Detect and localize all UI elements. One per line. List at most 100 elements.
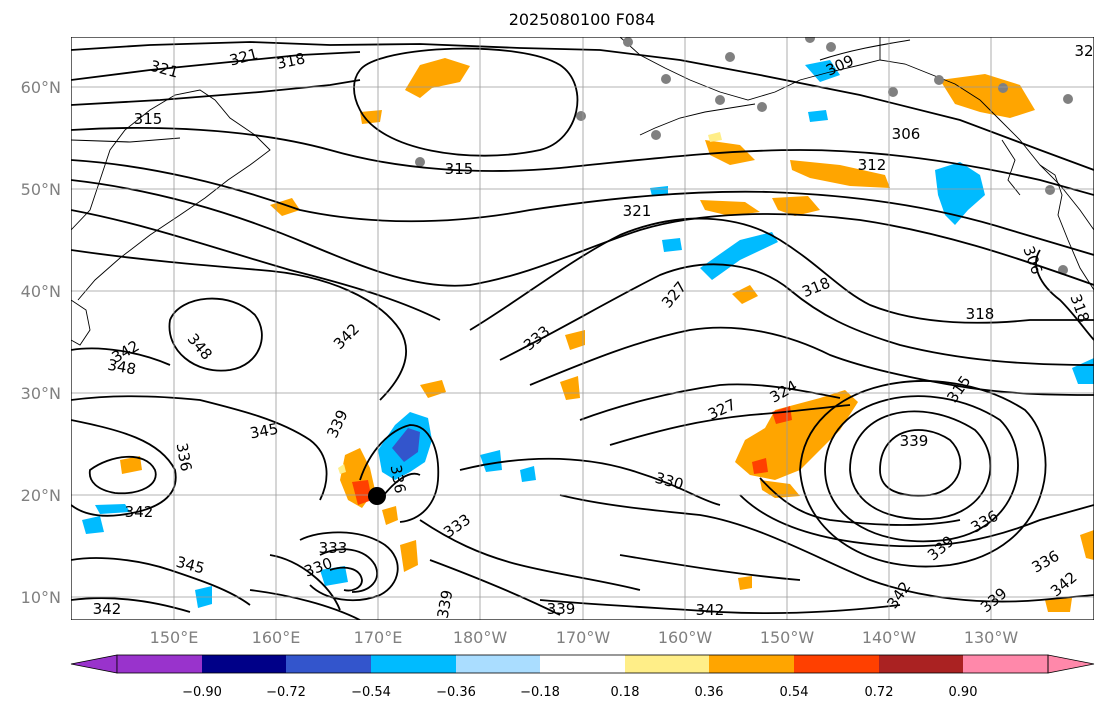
colorbar-tick-label: −0.90	[182, 685, 222, 700]
orange-region	[700, 200, 760, 216]
lon-label: 150°W	[760, 628, 815, 647]
station-markers	[415, 37, 1073, 275]
contour-lines	[71, 39, 1094, 620]
blue-region	[480, 450, 502, 472]
blue-region	[95, 504, 130, 514]
colorbar: −0.90 −0.72 −0.54 −0.36 −0.18 0.18 0.36 …	[70, 654, 1095, 700]
orange-region	[732, 285, 758, 304]
colorbar-segment	[286, 655, 371, 673]
colorbar-tick-label: −0.18	[520, 685, 560, 700]
gridlines	[71, 37, 1094, 620]
contour-label: 306	[892, 125, 921, 143]
contour-label: 339	[900, 432, 929, 450]
colorbar-segment	[794, 655, 879, 673]
lon-label: 170°W	[556, 628, 611, 647]
contour-label: 315	[445, 160, 474, 178]
orange-region	[738, 576, 752, 590]
lat-label: 20°N	[21, 486, 61, 505]
blue-region	[808, 110, 828, 122]
orange-region	[382, 506, 398, 525]
colorbar-left-extension	[70, 654, 118, 674]
contour-label: 336	[387, 463, 410, 494]
colorbar-tick-label: −0.54	[351, 685, 391, 700]
colorbar-segment	[625, 655, 709, 673]
lon-label: 160°W	[658, 628, 713, 647]
contour-label-group: 321 321 318 315 315 321 312 306 309 306 …	[93, 42, 1094, 620]
orange-region	[420, 380, 446, 398]
contour-label: 318	[275, 49, 307, 73]
map-panel: 321 321 318 315 315 321 312 306 309 306 …	[71, 37, 1094, 620]
blue-region	[935, 162, 985, 225]
blue-region	[520, 466, 536, 482]
blue-region	[700, 232, 778, 280]
contour-label: 336	[173, 441, 196, 472]
orange-region	[1045, 598, 1072, 612]
contour-label: 348	[106, 356, 137, 379]
colorbar-segment	[540, 655, 625, 673]
colorbar-segment	[879, 655, 963, 673]
orange-region	[360, 110, 382, 124]
coastlines	[71, 37, 1094, 346]
yellow-region	[338, 464, 346, 474]
contour-label: 342	[93, 600, 122, 618]
lat-label: 10°N	[21, 588, 61, 607]
contour-label: 321	[623, 202, 652, 220]
dark-blue-region	[392, 428, 420, 462]
colorbar-segment	[117, 655, 202, 673]
contour-label: 342	[125, 503, 154, 521]
colorbar-segment	[709, 655, 794, 673]
blue-region	[320, 566, 348, 586]
colorbar-segment	[963, 655, 1048, 673]
orange-region	[772, 196, 820, 216]
lon-label: 140°W	[862, 628, 917, 647]
latitude-labels: 60°N 50°N 40°N 30°N 20°N 10°N	[21, 78, 61, 607]
longitude-labels: 150°E 160°E 170°E 180°W 170°W 160°W 150°…	[150, 628, 1019, 647]
orange-region	[405, 58, 470, 98]
map-title: 2025080100 F084	[509, 10, 656, 29]
storm-center-marker	[368, 487, 386, 505]
orange-region	[270, 198, 300, 216]
contour-label: 339	[547, 600, 576, 618]
lat-label: 30°N	[21, 384, 61, 403]
contour-label: 32	[1074, 42, 1093, 60]
orange-region	[760, 480, 800, 498]
contour-label: 345	[248, 420, 279, 443]
orange-region	[1080, 530, 1094, 560]
colorbar-tick-label: 0.18	[611, 685, 640, 700]
orange-region	[790, 160, 890, 188]
blue-region	[650, 186, 668, 196]
orange-region	[565, 330, 585, 350]
red-region	[352, 480, 372, 505]
orange-region	[400, 540, 418, 572]
lat-label: 60°N	[21, 78, 61, 97]
contour-label: 333	[319, 539, 348, 557]
blue-region	[82, 516, 104, 534]
colorbar-tick-label: 0.72	[865, 685, 894, 700]
colorbar-segment	[202, 655, 286, 673]
lon-label: 160°E	[252, 628, 301, 647]
lon-label: 170°E	[354, 628, 403, 647]
colorbar-segment	[371, 655, 456, 673]
contour-label: 339	[434, 588, 457, 619]
orange-region	[560, 376, 580, 400]
lat-label: 40°N	[21, 282, 61, 301]
lon-label: 180°W	[453, 628, 508, 647]
colorbar-tick-label: −0.36	[436, 685, 476, 700]
colorbar-tick-label: 0.36	[695, 685, 724, 700]
blue-region	[662, 238, 682, 252]
blue-region	[805, 60, 840, 82]
yellow-region	[708, 132, 722, 142]
contour-label: 318	[966, 305, 995, 323]
colorbar-right-extension	[1047, 654, 1095, 674]
orange-region	[940, 74, 1035, 118]
colorbar-tick-label: 0.54	[780, 685, 809, 700]
colorbar-tick-label: 0.90	[949, 685, 978, 700]
orange-region	[120, 456, 142, 474]
contour-label: 312	[858, 156, 887, 174]
contour-label: 342	[696, 601, 725, 619]
red-region	[752, 458, 768, 474]
lat-label: 50°N	[21, 180, 61, 199]
contour-label: 315	[134, 110, 163, 128]
colorbar-segment	[456, 655, 540, 673]
